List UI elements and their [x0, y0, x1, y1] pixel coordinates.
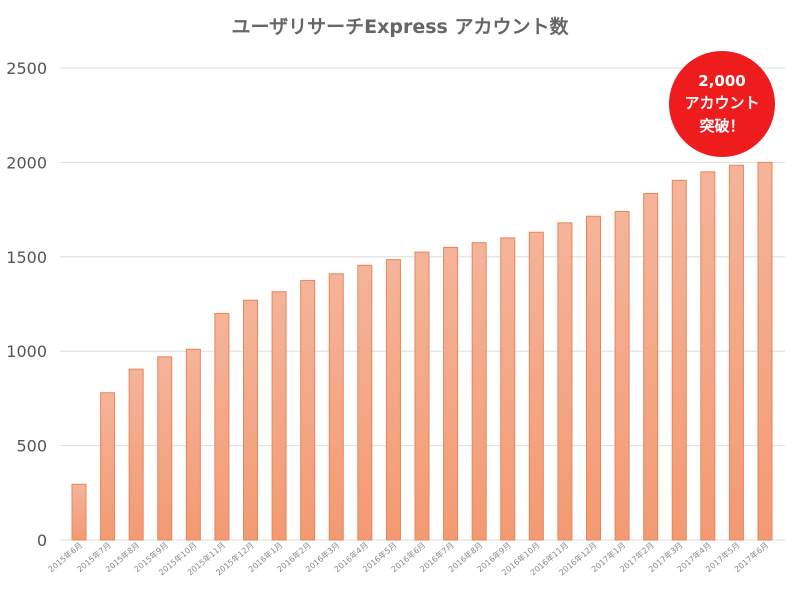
- bar-8: [300, 279, 316, 541]
- bar-21: [671, 179, 687, 541]
- bar-0: [71, 483, 87, 541]
- y-tick-label: 500: [16, 437, 47, 456]
- y-tick-label: 1000: [6, 342, 47, 361]
- milestone-badge: 2,000 アカウント 突破！: [669, 51, 775, 157]
- y-tick-label: 0: [37, 531, 47, 550]
- bar-14: [471, 242, 487, 541]
- bar-18: [586, 215, 601, 541]
- y-tick-label: 2000: [6, 153, 47, 172]
- bar-15: [500, 237, 516, 541]
- bar-23: [728, 164, 744, 541]
- bar-2: [128, 368, 144, 541]
- bar-22: [700, 171, 716, 541]
- milestone-badge-circle: [669, 51, 775, 157]
- bars: [71, 161, 773, 541]
- bar-17: [557, 222, 573, 541]
- bar-16: [528, 231, 544, 541]
- bar-24: [757, 161, 773, 541]
- bar-6: [243, 299, 258, 541]
- bar-3: [157, 356, 173, 541]
- y-tick-label: 2500: [6, 59, 47, 78]
- badge-line-3: 突破！: [699, 117, 744, 135]
- bar-11: [385, 259, 401, 541]
- badge-line-2: アカウント: [684, 94, 759, 112]
- badge-line-1: 2,000: [698, 72, 745, 90]
- bar-10: [357, 264, 373, 541]
- chart-title: ユーザリサーチExpress アカウント数: [232, 15, 570, 38]
- bar-7: [271, 291, 287, 541]
- bar-19: [614, 210, 630, 541]
- bar-9: [328, 273, 344, 541]
- y-axis-ticks: 0 500 1000 1500 2000 2500: [6, 59, 47, 550]
- y-tick-label: 1500: [6, 248, 47, 267]
- bar-12: [414, 251, 430, 541]
- bar-5: [214, 312, 230, 541]
- bar-1: [100, 392, 116, 541]
- bar-20: [643, 193, 659, 541]
- bar-4: [185, 348, 201, 541]
- bar-13: [443, 246, 459, 541]
- x-axis-ticks: 2015年6月2015年7月2015年8月2015年9月2015年10月2015…: [46, 540, 770, 578]
